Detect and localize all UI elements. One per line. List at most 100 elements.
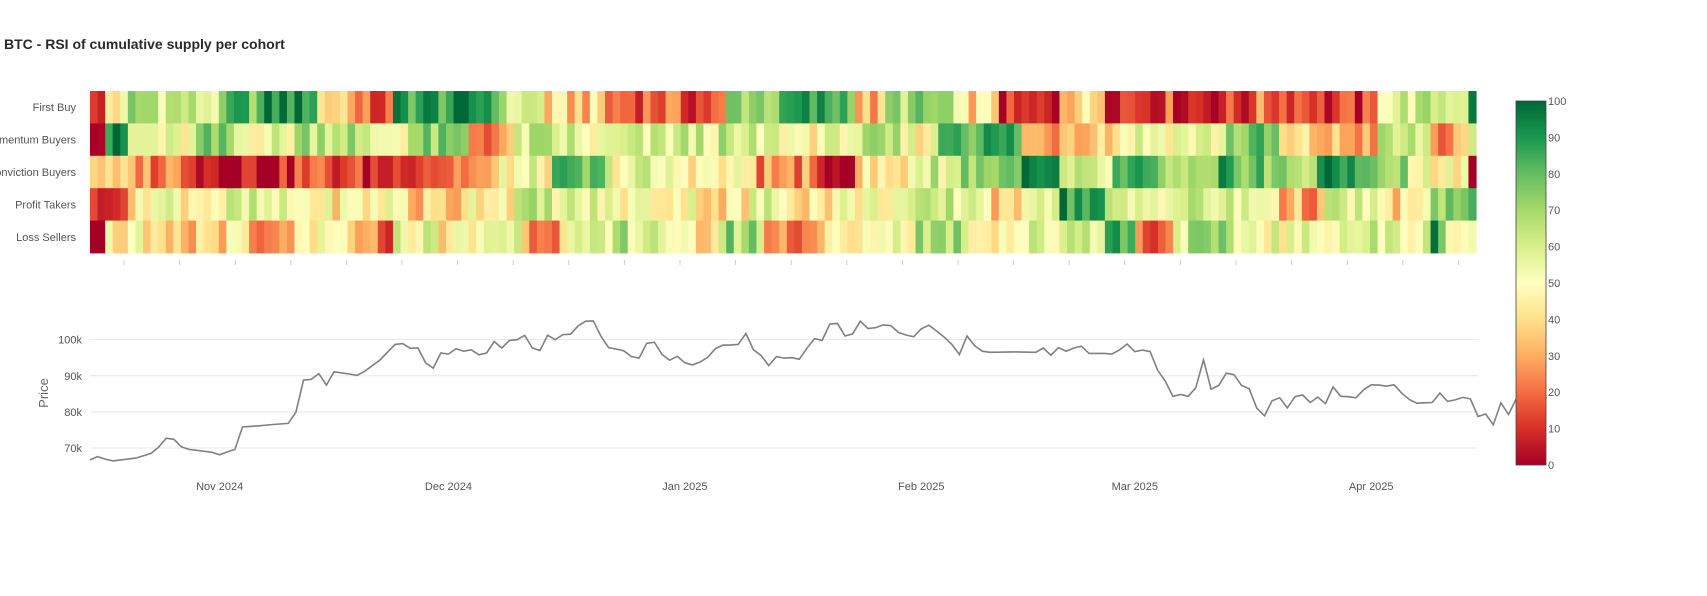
heatmap-cell [824, 220, 833, 254]
heatmap-row-label: First Buy [33, 102, 77, 114]
heatmap-cell [733, 188, 742, 221]
heatmap-cell [377, 188, 386, 221]
heatmap-cell [1127, 220, 1136, 254]
heatmap-cell [1014, 220, 1023, 254]
heatmap-cell [1316, 123, 1326, 157]
price-x-tick-labels: Nov 2024 Dec 2024 Jan 2025 Feb 2025 Mar 2025… [196, 481, 1393, 493]
heatmap-cell [794, 91, 803, 124]
heatmap-cell [1165, 123, 1174, 157]
heatmap-cell [302, 220, 311, 254]
heatmap-cell [90, 123, 99, 157]
heatmap-cell [1180, 155, 1189, 189]
heatmap-cell [998, 188, 1008, 221]
heatmap-cell [264, 91, 273, 124]
heatmap-cell [544, 91, 553, 124]
heatmap-cell [188, 188, 197, 221]
heatmap-cell [726, 220, 735, 254]
heatmap-cell [801, 91, 811, 124]
heatmap-cell [597, 91, 606, 124]
heatmap-cell [1120, 188, 1129, 221]
heatmap-cell [385, 220, 394, 254]
heatmap-cell [1226, 155, 1235, 189]
heatmap-cell [711, 220, 720, 254]
heatmap-cell [249, 91, 258, 124]
heatmap-cell [847, 220, 856, 254]
heatmap-cell [438, 123, 447, 157]
colorbar-tick: 20 [1548, 387, 1560, 399]
heatmap-cell [203, 91, 212, 124]
heatmap-cell [1233, 188, 1242, 221]
heatmap-cell [642, 123, 652, 157]
heatmap-cell [650, 91, 659, 124]
heatmap-cell [468, 91, 477, 124]
price-x-tick: Nov 2024 [196, 481, 243, 493]
heatmap-cell [279, 188, 288, 221]
heatmap-cell [112, 155, 121, 189]
heatmap-cell [1369, 91, 1379, 124]
heatmap-cell [1400, 91, 1409, 124]
heatmap-cell [1279, 220, 1288, 254]
heatmap-cell [1135, 220, 1144, 254]
heatmap-cell [635, 91, 644, 124]
heatmap-cell [718, 123, 727, 157]
heatmap-cell [809, 123, 818, 157]
heatmap-cell [953, 188, 962, 221]
colorbar-tick: 100 [1548, 96, 1566, 108]
heatmap-cell [218, 220, 227, 254]
heatmap-cell [400, 91, 409, 124]
heatmap-cell [1210, 91, 1220, 124]
heatmap-cell [506, 155, 515, 189]
heatmap-cell [892, 91, 901, 124]
heatmap-cell [370, 155, 379, 189]
heatmap-cell [1203, 188, 1212, 221]
heatmap-cell [1415, 91, 1424, 124]
heatmap-cell [786, 123, 795, 157]
heatmap-cell [1354, 123, 1363, 157]
heatmap-cell [332, 155, 341, 189]
heatmap-cell [256, 220, 265, 254]
heatmap-cell [1309, 188, 1318, 221]
heatmap-cell [309, 123, 318, 157]
heatmap-cell [1021, 220, 1030, 254]
heatmap-cell [1271, 123, 1280, 157]
heatmap-cell [559, 155, 568, 189]
heatmap-cell [688, 220, 697, 254]
heatmap-cell [97, 188, 106, 221]
heatmap-cell [650, 220, 659, 254]
heatmap-cell [476, 188, 485, 221]
heatmap-cell [1430, 220, 1439, 254]
heatmap-cell [658, 123, 667, 157]
heatmap-cell [1150, 91, 1159, 124]
heatmap-cell [1029, 188, 1038, 221]
heatmap-cell [1097, 123, 1106, 157]
heatmap-cell [1445, 91, 1454, 124]
heatmap-cell [703, 123, 712, 157]
heatmap-cell [1021, 91, 1030, 124]
heatmap-cell [665, 155, 674, 189]
heatmap-cell [544, 155, 553, 189]
heatmap-cell [1014, 155, 1023, 189]
heatmap-cell [339, 123, 349, 157]
heatmap-cell [582, 155, 591, 189]
heatmap-cell [991, 220, 1000, 254]
heatmap-cell [854, 155, 864, 189]
heatmap-cell [302, 123, 311, 157]
heatmap-cell [203, 123, 212, 157]
heatmap-cell [173, 91, 182, 124]
heatmap-cell [1036, 91, 1045, 124]
heatmap-cell [764, 123, 773, 157]
heatmap-cell [907, 220, 917, 254]
heatmap-cell [377, 220, 386, 254]
heatmap-cell [945, 155, 955, 189]
colorbar-tick: 40 [1548, 314, 1560, 326]
heatmap-cell [733, 220, 742, 254]
heatmap-cell [143, 91, 152, 124]
heatmap-cell [408, 155, 417, 189]
heatmap-cell [173, 155, 182, 189]
heatmap-cell [408, 91, 417, 124]
heatmap-cell [514, 155, 523, 189]
heatmap-cell [256, 91, 265, 124]
heatmap-cell [1188, 188, 1197, 221]
heatmap-cell [97, 220, 106, 254]
heatmap-cell [241, 188, 250, 221]
